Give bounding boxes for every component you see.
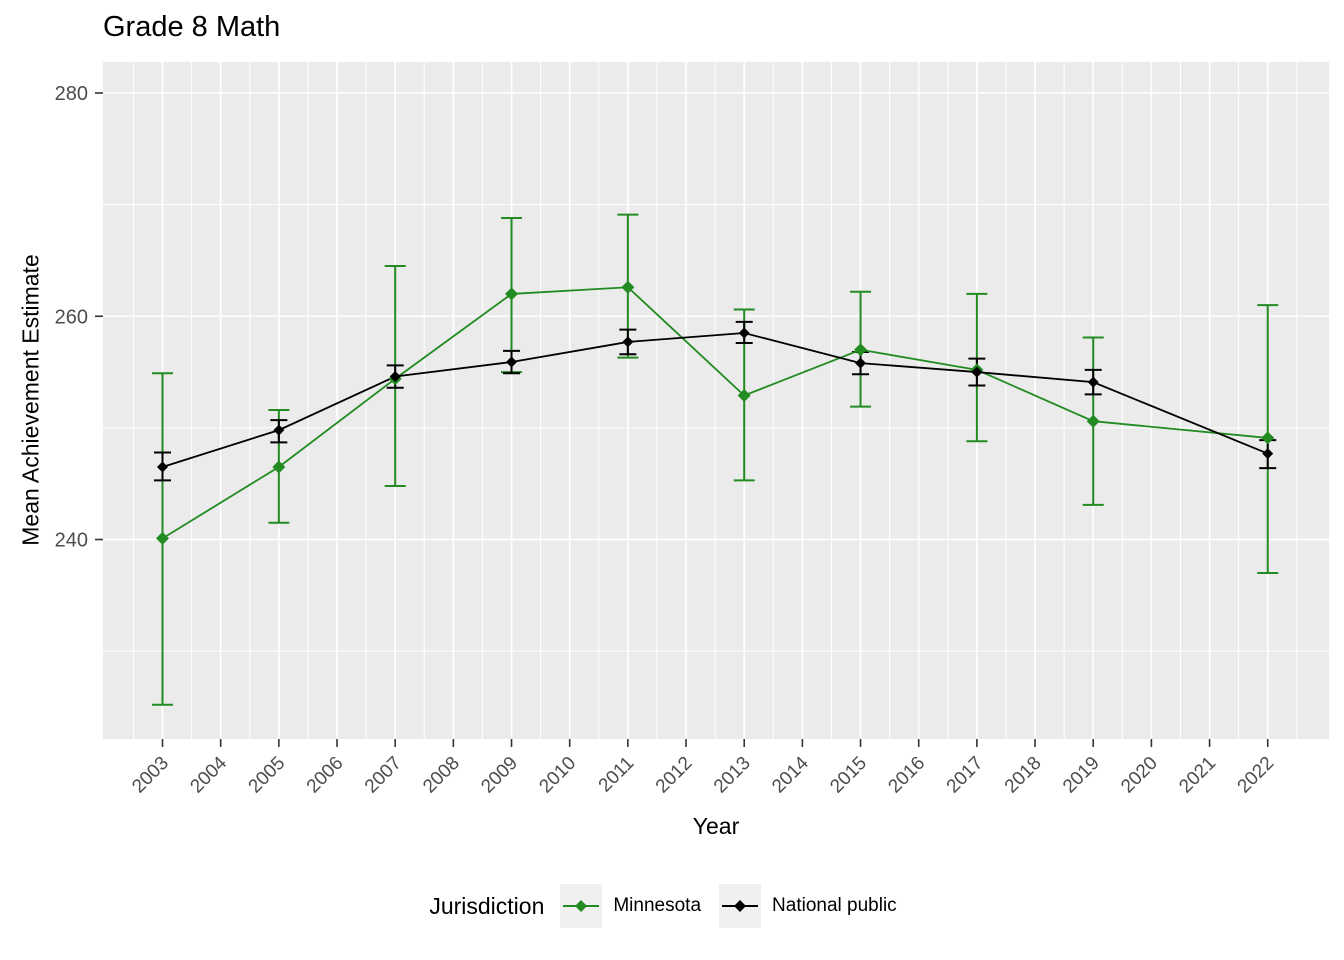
y-tick-label: 280 bbox=[55, 83, 88, 105]
data-point bbox=[1262, 448, 1274, 460]
data-point bbox=[1087, 376, 1099, 388]
y-tick-label: 260 bbox=[55, 306, 88, 328]
chart-title: Grade 8 Math bbox=[103, 11, 281, 43]
legend-marker-icon bbox=[575, 900, 588, 912]
data-point bbox=[272, 460, 286, 474]
plot-area: 240 260 280 2003 2004 2005 2006 2007 2008 2009 201… bbox=[55, 62, 1329, 798]
x-tick-label: 2013 bbox=[710, 753, 755, 798]
legend-key-swatch bbox=[719, 884, 762, 928]
x-tick-label: 2011 bbox=[595, 753, 639, 797]
data-point bbox=[971, 366, 983, 378]
panel-background bbox=[103, 62, 1329, 739]
data-point bbox=[505, 287, 519, 301]
y-axis-title: Mean Achievement Estimate bbox=[17, 254, 44, 546]
series-line-minnesota bbox=[162, 286, 1268, 540]
legend-item-national-public: National public bbox=[719, 884, 897, 928]
data-point bbox=[855, 357, 867, 369]
x-tick-label: 2009 bbox=[477, 753, 522, 798]
data-point bbox=[273, 424, 285, 436]
x-tick-label: 2015 bbox=[826, 753, 871, 798]
legend: Jurisdiction Minnesota National public bbox=[0, 882, 1344, 930]
x-tick-label: 2012 bbox=[652, 753, 697, 798]
legend-item-minnesota: Minnesota bbox=[560, 884, 701, 928]
legend-label: National public bbox=[772, 895, 897, 916]
legend-title: Jurisdiction bbox=[429, 892, 545, 919]
data-point bbox=[389, 371, 401, 383]
data-point bbox=[621, 280, 635, 294]
x-tick-label: 2022 bbox=[1234, 753, 1279, 798]
x-axis-title: Year bbox=[692, 813, 740, 839]
data-point bbox=[1086, 414, 1100, 428]
x-tick-label: 2019 bbox=[1059, 753, 1104, 798]
data-point bbox=[854, 343, 868, 357]
data-point bbox=[157, 461, 168, 473]
x-tick-label: 2003 bbox=[128, 753, 173, 798]
data-point bbox=[737, 389, 751, 403]
data-point bbox=[506, 356, 518, 368]
x-tick-label: 2021 bbox=[1175, 753, 1220, 798]
legend-key-glyph bbox=[722, 900, 759, 912]
legend-key-swatch bbox=[560, 884, 603, 928]
data-point bbox=[738, 327, 750, 339]
x-tick-label: 2007 bbox=[361, 753, 406, 798]
x-tick-label: 2017 bbox=[943, 753, 988, 798]
legend-key-glyph bbox=[563, 900, 600, 912]
x-tick-label: 2016 bbox=[884, 753, 929, 798]
x-tick-label: 2008 bbox=[419, 753, 464, 798]
legend-label: Minnesota bbox=[613, 895, 702, 916]
x-tick-label: 2010 bbox=[535, 753, 580, 798]
data-point bbox=[1261, 431, 1275, 445]
x-tick-label: 2004 bbox=[186, 752, 231, 797]
x-tick-label: 2006 bbox=[303, 753, 348, 798]
series-line-national-public bbox=[162, 332, 1269, 468]
y-tick-label: 240 bbox=[55, 530, 88, 552]
x-tick-label: 2005 bbox=[245, 753, 290, 798]
legend-marker-icon bbox=[734, 900, 747, 912]
data-point bbox=[622, 336, 634, 348]
data-point bbox=[156, 531, 169, 545]
x-tick-label: 2018 bbox=[1001, 753, 1046, 798]
x-tick-label: 2014 bbox=[768, 752, 813, 797]
x-tick-label: 2020 bbox=[1117, 753, 1162, 798]
